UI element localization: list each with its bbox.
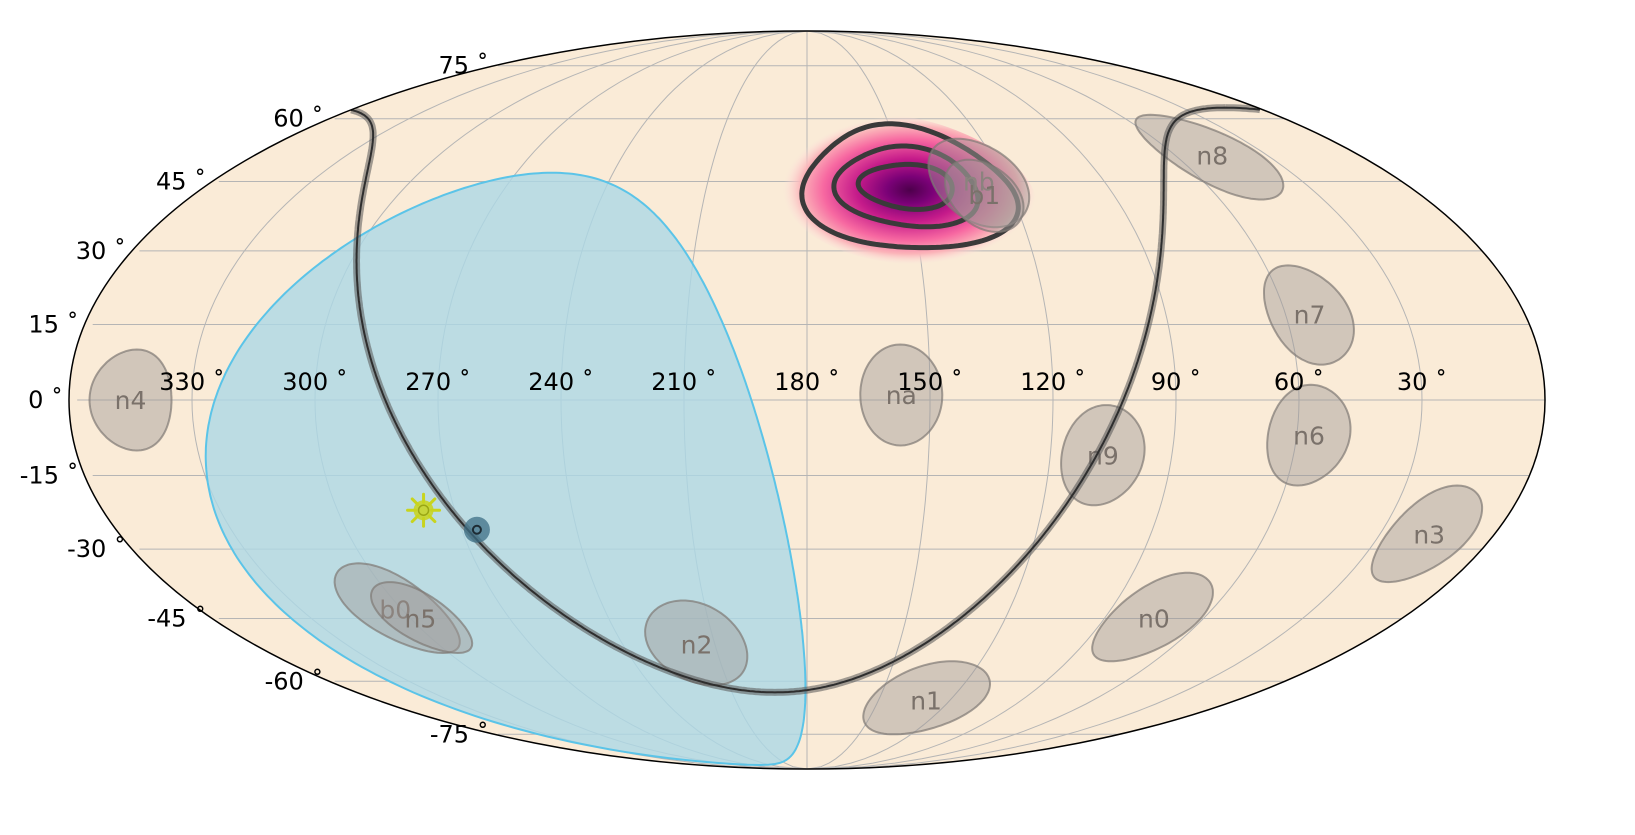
detector-label: n3: [1413, 521, 1445, 550]
detector-b1: b1: [944, 158, 1025, 233]
detector-label: n2: [681, 631, 713, 660]
localization-contour-3: [799, 121, 1021, 251]
dec-tick-label: 60 ˚: [273, 105, 323, 133]
ra-tick-label: 270 ˚: [405, 368, 470, 396]
detector-label: n1: [910, 686, 942, 715]
ra-tick-label: 120 ˚: [1020, 368, 1085, 396]
detector-label: n7: [1294, 301, 1326, 330]
ra-tick-label: 300 ˚: [282, 368, 347, 396]
ra-tick-label: 90 ˚: [1151, 368, 1201, 396]
dec-tick-labels: 75 ˚ 60 ˚ 45 ˚ 30 ˚ 15 ˚ 0 ˚ -15 ˚ -30 ˚ -45 ˚ -6…: [20, 52, 489, 749]
ra-tick-label: 240 ˚: [528, 368, 593, 396]
detector-label: n6: [1293, 421, 1325, 450]
detector-label: n5: [405, 605, 437, 634]
detector-label: n4: [115, 386, 147, 415]
detector-na: na: [859, 343, 944, 447]
detector-n0: n0: [1091, 571, 1214, 663]
point-source-marker: [463, 516, 490, 543]
dec-tick-label: -60 ˚: [265, 667, 324, 695]
localization-region: [782, 115, 1037, 265]
dec-tick-label: -15 ˚: [20, 462, 79, 490]
detector-label: n0: [1138, 605, 1170, 634]
detector-label: b1: [968, 181, 1000, 210]
ra-tick-label: 150 ˚: [897, 368, 962, 396]
localization-contour-2: [831, 143, 981, 230]
detector-n8: n8: [1134, 113, 1285, 201]
dec-tick-label: 45 ˚: [156, 168, 206, 196]
ra-tick-label: 210 ˚: [651, 368, 716, 396]
dec-tick-label: 15 ˚: [28, 311, 78, 339]
grid-line-ra: [806, 31, 1300, 769]
galactic-plane: [350, 104, 1261, 696]
grid-line-ra: [806, 31, 1177, 769]
detector-label: na: [886, 381, 917, 410]
localization-contour-1: [855, 161, 955, 212]
ra-tick-label: 30 ˚: [1397, 368, 1447, 396]
dec-tick-label: 30 ˚: [76, 237, 126, 265]
grid-line-ra: [806, 31, 1423, 769]
grid-line-ra: [806, 31, 1054, 769]
dec-tick-label: 0 ˚: [28, 386, 63, 414]
sun-icon: [406, 492, 442, 528]
detector-label: n8: [1196, 142, 1228, 171]
dec-tick-label: 75 ˚: [439, 52, 489, 80]
dec-tick-label: -45 ˚: [147, 605, 206, 633]
markers: [406, 492, 490, 543]
ra-tick-label: 330 ˚: [159, 368, 224, 396]
sky-outline: [68, 30, 1546, 770]
detector-label: nb: [963, 168, 995, 197]
detector-n5: n5: [369, 581, 474, 655]
detector-b0: b0: [333, 562, 461, 655]
dec-tick-label: -75 ˚: [430, 720, 489, 748]
ra-tick-labels: 330 ˚ 300 ˚ 270 ˚ 240 ˚ 210 ˚ 180 ˚ 150 ˚ 120 ˚…: [159, 368, 1447, 396]
detector-n1: n1: [862, 660, 991, 736]
ra-tick-label: 60 ˚: [1274, 368, 1324, 396]
dec-tick-label: -30 ˚: [67, 535, 126, 563]
detector-n3: n3: [1370, 484, 1484, 584]
detector-n6: n6: [1266, 383, 1352, 487]
detector-n7: n7: [1263, 264, 1355, 366]
ra-tick-label: 180 ˚: [774, 368, 839, 396]
galactic-plane-line: [350, 106, 1261, 694]
detector-n4: n4: [88, 348, 173, 452]
